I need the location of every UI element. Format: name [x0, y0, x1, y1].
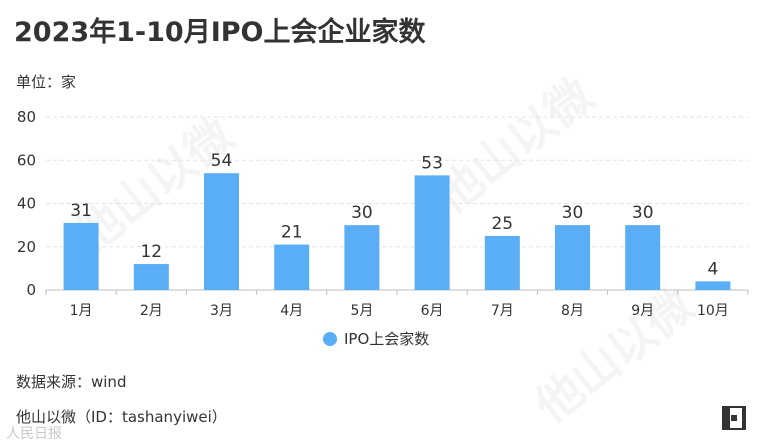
legend-marker	[323, 332, 337, 346]
x-tick-label: 9月	[631, 303, 654, 319]
data-label: 31	[70, 201, 92, 221]
data-label: 12	[140, 242, 162, 262]
x-tick-label: 10月	[697, 303, 729, 319]
y-tick-label: 0	[26, 281, 36, 299]
x-tick-label: 2月	[140, 303, 163, 319]
data-label: 25	[491, 214, 513, 234]
data-label: 30	[562, 203, 584, 223]
x-tick-label: 5月	[350, 303, 373, 319]
y-tick-label: 40	[17, 195, 36, 213]
data-source: 数据来源：wind	[16, 373, 127, 391]
bar	[204, 173, 239, 290]
data-label: 4	[707, 259, 718, 279]
bar	[555, 225, 590, 290]
bar	[133, 264, 169, 290]
y-tick-label: 20	[17, 238, 36, 256]
data-label: 30	[351, 203, 373, 223]
credit-line: 他山以微（ID：tashanyiwei）	[16, 408, 227, 426]
x-tick-label: 6月	[421, 303, 444, 319]
bar	[414, 175, 450, 290]
bar	[625, 225, 661, 290]
bar	[63, 222, 99, 290]
qr-code-icon	[722, 406, 746, 430]
legend-label: IPO上会家数	[344, 330, 429, 348]
data-label: 21	[281, 223, 303, 243]
x-tick-label: 7月	[491, 303, 514, 319]
bar	[484, 235, 520, 290]
data-label: 30	[632, 203, 654, 223]
bar	[344, 225, 380, 290]
bar	[695, 281, 731, 290]
bar	[274, 244, 310, 290]
x-tick-label: 8月	[561, 303, 584, 319]
unit-label: 单位：家	[16, 73, 77, 91]
data-label: 54	[211, 151, 233, 171]
y-tick-label: 60	[17, 151, 36, 169]
x-tick-label: 1月	[70, 303, 93, 319]
chart-title: 2023年1-10月IPO上会企业家数	[14, 17, 426, 48]
y-tick-label: 80	[17, 108, 36, 126]
data-label: 53	[421, 153, 443, 173]
x-tick-label: 4月	[280, 303, 303, 319]
corner-watermark: 人民日报	[6, 426, 62, 442]
x-tick-label: 3月	[210, 303, 233, 319]
